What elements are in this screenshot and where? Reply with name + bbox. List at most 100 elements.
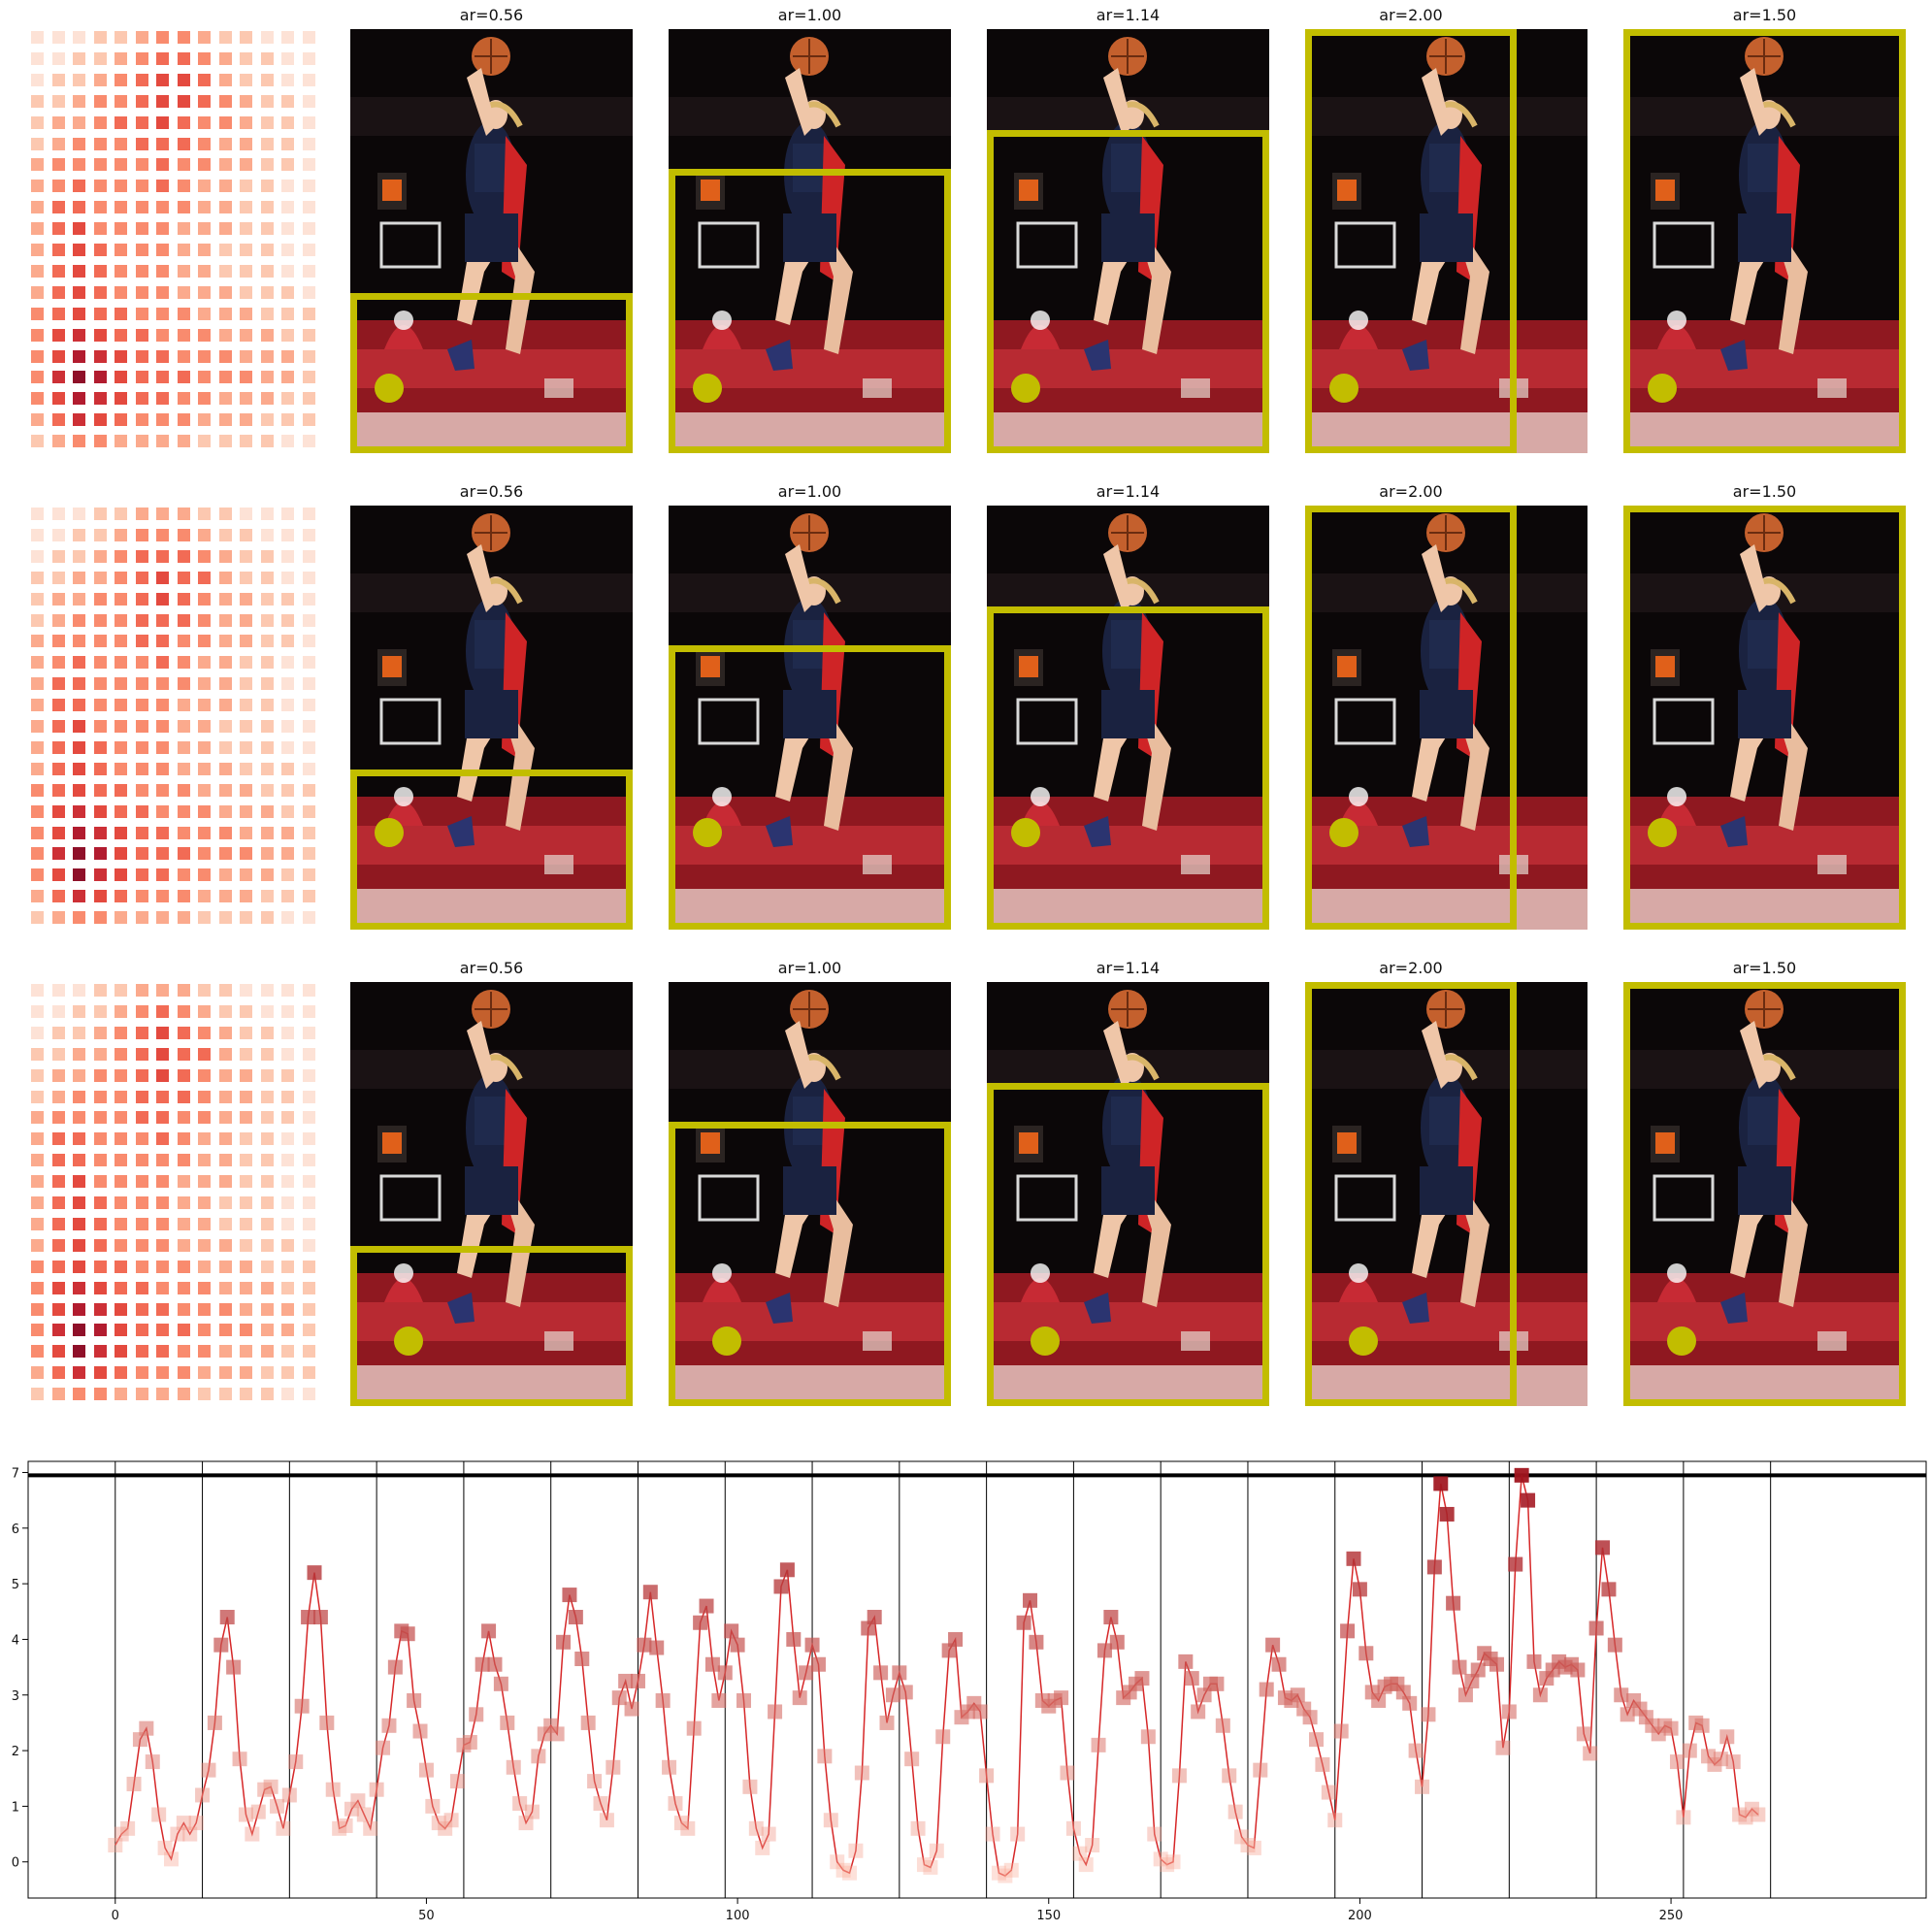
heatmap-cell bbox=[93, 549, 107, 563]
heatmap-cell bbox=[93, 635, 107, 648]
crop-box bbox=[1623, 982, 1906, 1406]
heatmap-cell bbox=[51, 392, 65, 406]
heatmap-cell bbox=[115, 508, 127, 520]
data-point-marker bbox=[407, 1692, 422, 1708]
heatmap-cell bbox=[73, 1154, 85, 1167]
heatmap-cell bbox=[31, 349, 44, 363]
data-point-marker bbox=[972, 1704, 988, 1719]
heatmap-cell bbox=[177, 868, 190, 882]
heatmap-cell bbox=[31, 392, 44, 406]
heatmap-cell bbox=[281, 201, 294, 214]
heatmap-cell bbox=[240, 201, 252, 214]
plot-frame bbox=[27, 1460, 1927, 1899]
heatmap-cell bbox=[93, 244, 107, 256]
heatmap-cell bbox=[115, 413, 127, 427]
heatmap-cell bbox=[156, 804, 169, 818]
heatmap-cell bbox=[240, 868, 252, 882]
heatmap-cell bbox=[93, 435, 107, 448]
data-point-marker bbox=[270, 1798, 285, 1814]
heatmap-cell bbox=[115, 1004, 127, 1018]
heatmap-cell bbox=[73, 94, 85, 108]
heatmap-cell bbox=[93, 392, 107, 406]
heatmap-cell bbox=[281, 762, 294, 775]
heatmap-cell bbox=[135, 1154, 148, 1167]
data-point-marker bbox=[1302, 1710, 1318, 1725]
heatmap-cell bbox=[177, 1090, 190, 1103]
heatmap-cell bbox=[51, 508, 65, 520]
heatmap-cell bbox=[302, 592, 315, 606]
player-photo bbox=[350, 982, 633, 1406]
heatmap-cell bbox=[260, 613, 274, 627]
heatmap-cell bbox=[240, 677, 252, 691]
heatmap-cell bbox=[302, 1260, 315, 1273]
heatmap-cell bbox=[115, 1175, 127, 1189]
crop-box bbox=[669, 169, 951, 453]
heatmap-cell bbox=[115, 1132, 127, 1146]
heatmap-cell bbox=[281, 1026, 294, 1039]
heatmap-cell bbox=[115, 1111, 127, 1125]
heatmap-cell bbox=[135, 137, 148, 150]
data-point-marker bbox=[717, 1665, 733, 1681]
focus-point bbox=[1648, 374, 1677, 403]
data-point-marker bbox=[1096, 1643, 1112, 1658]
data-point-marker bbox=[948, 1631, 964, 1647]
heatmap-cell bbox=[177, 528, 190, 541]
heatmap-cell bbox=[73, 1260, 85, 1273]
heatmap-cell bbox=[198, 1111, 211, 1125]
heatmap-cell bbox=[31, 1388, 44, 1401]
heatmap-cell bbox=[115, 201, 127, 214]
heatmap-cell bbox=[73, 1090, 85, 1103]
heatmap-cell bbox=[93, 1260, 107, 1273]
heatmap-cell bbox=[31, 890, 44, 903]
focus-point bbox=[1011, 818, 1040, 847]
focus-point bbox=[375, 818, 404, 847]
heatmap-cell bbox=[281, 137, 294, 150]
heatmap-cell bbox=[281, 720, 294, 733]
heatmap-cell bbox=[198, 222, 211, 236]
heatmap-cell bbox=[260, 847, 274, 861]
crop-box bbox=[1623, 29, 1906, 453]
heatmap-cell bbox=[240, 890, 252, 903]
heatmap-cell bbox=[281, 549, 294, 563]
heatmap-cell bbox=[93, 911, 107, 925]
heatmap-cell bbox=[51, 201, 65, 214]
heatmap-cell bbox=[240, 1324, 252, 1337]
heatmap-cell bbox=[302, 571, 315, 584]
heatmap-cell bbox=[93, 1217, 107, 1230]
heatmap-cell bbox=[31, 783, 44, 797]
focus-point bbox=[1648, 818, 1677, 847]
player-photo bbox=[987, 506, 1269, 930]
data-point-marker bbox=[182, 1826, 198, 1842]
panel-title: ar=1.00 bbox=[777, 959, 842, 977]
heatmap-cell bbox=[198, 720, 211, 733]
heatmap-cell bbox=[281, 1175, 294, 1189]
data-point-marker bbox=[1103, 1610, 1119, 1625]
heatmap-cell bbox=[115, 1090, 127, 1103]
focus-point bbox=[1031, 1326, 1060, 1356]
heatmap-cell bbox=[302, 699, 315, 712]
heatmap-cell bbox=[51, 677, 65, 691]
data-point-marker bbox=[257, 1782, 273, 1797]
heatmap-cell bbox=[51, 1004, 65, 1018]
focus-point bbox=[1667, 1326, 1696, 1356]
data-point-marker bbox=[1109, 1634, 1125, 1650]
heatmap-cell bbox=[135, 1175, 148, 1189]
heatmap-cell bbox=[31, 508, 44, 520]
heatmap-cell bbox=[260, 73, 274, 86]
heatmap-cell bbox=[51, 890, 65, 903]
heatmap-cell bbox=[240, 285, 252, 299]
heatmap-cell bbox=[240, 656, 252, 670]
heatmap-cell bbox=[93, 413, 107, 427]
heatmap-cell bbox=[115, 244, 127, 256]
heatmap-cell bbox=[51, 984, 65, 997]
heatmap-cell bbox=[31, 1260, 44, 1273]
y-tick-label: 4 bbox=[12, 1633, 19, 1648]
heatmap-cell bbox=[177, 285, 190, 299]
heatmap-cell bbox=[156, 307, 169, 320]
data-point-marker bbox=[176, 1816, 191, 1831]
heatmap-cell bbox=[240, 244, 252, 256]
heatmap-cell bbox=[51, 1281, 65, 1294]
data-point-marker bbox=[1719, 1729, 1735, 1745]
score-line-chart: 0 50 100 150 200 250 0 1 2 3 4 5 6 7 bbox=[12, 1460, 1927, 1923]
heatmap-cell bbox=[51, 1366, 65, 1380]
